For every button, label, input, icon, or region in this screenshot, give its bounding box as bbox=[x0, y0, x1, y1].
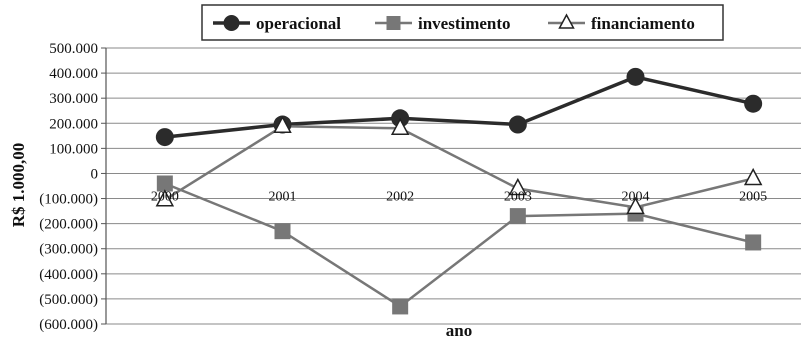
x-tick-label: 2000 bbox=[151, 189, 179, 204]
point-financiamento bbox=[390, 117, 410, 136]
x-tick-label: 2003 bbox=[504, 189, 532, 204]
x-tick-label: 2002 bbox=[386, 189, 414, 204]
legend: operacional investimento financiamento bbox=[201, 4, 724, 41]
x-tick-label: 2004 bbox=[622, 189, 650, 204]
axis-labels: 500.000 400.000 300.000 200.000 100.000 0 (100… bbox=[39, 41, 767, 333]
series-lines bbox=[164, 75, 754, 308]
y-tick-label: (100.000) bbox=[39, 192, 98, 208]
axes bbox=[101, 47, 107, 325]
x-tick-label: 2001 bbox=[269, 189, 297, 204]
legend-label: investimento bbox=[418, 14, 511, 33]
legend-box bbox=[201, 4, 724, 41]
point-financiamento bbox=[273, 115, 292, 134]
y-tick-label: 500.000 bbox=[49, 41, 98, 57]
y-tick-label: (200.000) bbox=[39, 217, 98, 233]
y-tick-label: 100.000 bbox=[49, 141, 98, 157]
legend-marker bbox=[386, 16, 401, 30]
legend-marker bbox=[223, 15, 240, 31]
point-investimento bbox=[156, 175, 173, 192]
point-financiamento bbox=[508, 177, 528, 196]
legend-label: operacional bbox=[256, 14, 341, 33]
y-tick-label: 0 bbox=[91, 166, 99, 182]
point-financiamento bbox=[743, 167, 763, 186]
point-financiamento bbox=[155, 189, 175, 207]
y-tick-label: (500.000) bbox=[39, 292, 98, 308]
y-tick-label: 300.000 bbox=[49, 91, 98, 107]
gridlines bbox=[106, 47, 801, 325]
point-operacional bbox=[626, 67, 645, 86]
legend-marker bbox=[558, 13, 575, 29]
point-investimento bbox=[392, 298, 409, 315]
x-tick-label: 2005 bbox=[739, 189, 767, 204]
point-investimento bbox=[509, 208, 526, 225]
legend-label: financiamento bbox=[591, 14, 695, 33]
point-operacional bbox=[508, 115, 527, 134]
series-line-operacional bbox=[164, 75, 754, 139]
series-markers bbox=[155, 67, 763, 315]
y-axis-title: R$ 1.000,00 bbox=[9, 143, 28, 228]
point-investimento bbox=[745, 234, 762, 251]
y-tick-label: (300.000) bbox=[39, 242, 98, 258]
y-tick-label: (600.000) bbox=[39, 317, 98, 333]
point-operacional bbox=[155, 128, 174, 147]
y-tick-label: 400.000 bbox=[49, 66, 98, 82]
point-investimento bbox=[274, 223, 291, 240]
x-axis-title: ano bbox=[446, 321, 472, 338]
series-line-financiamento bbox=[164, 125, 754, 209]
point-financiamento bbox=[626, 196, 645, 215]
series-line-investimento bbox=[164, 182, 754, 308]
y-tick-label: (400.000) bbox=[39, 267, 98, 283]
y-tick-label: 200.000 bbox=[49, 116, 98, 132]
point-operacional bbox=[744, 94, 763, 113]
